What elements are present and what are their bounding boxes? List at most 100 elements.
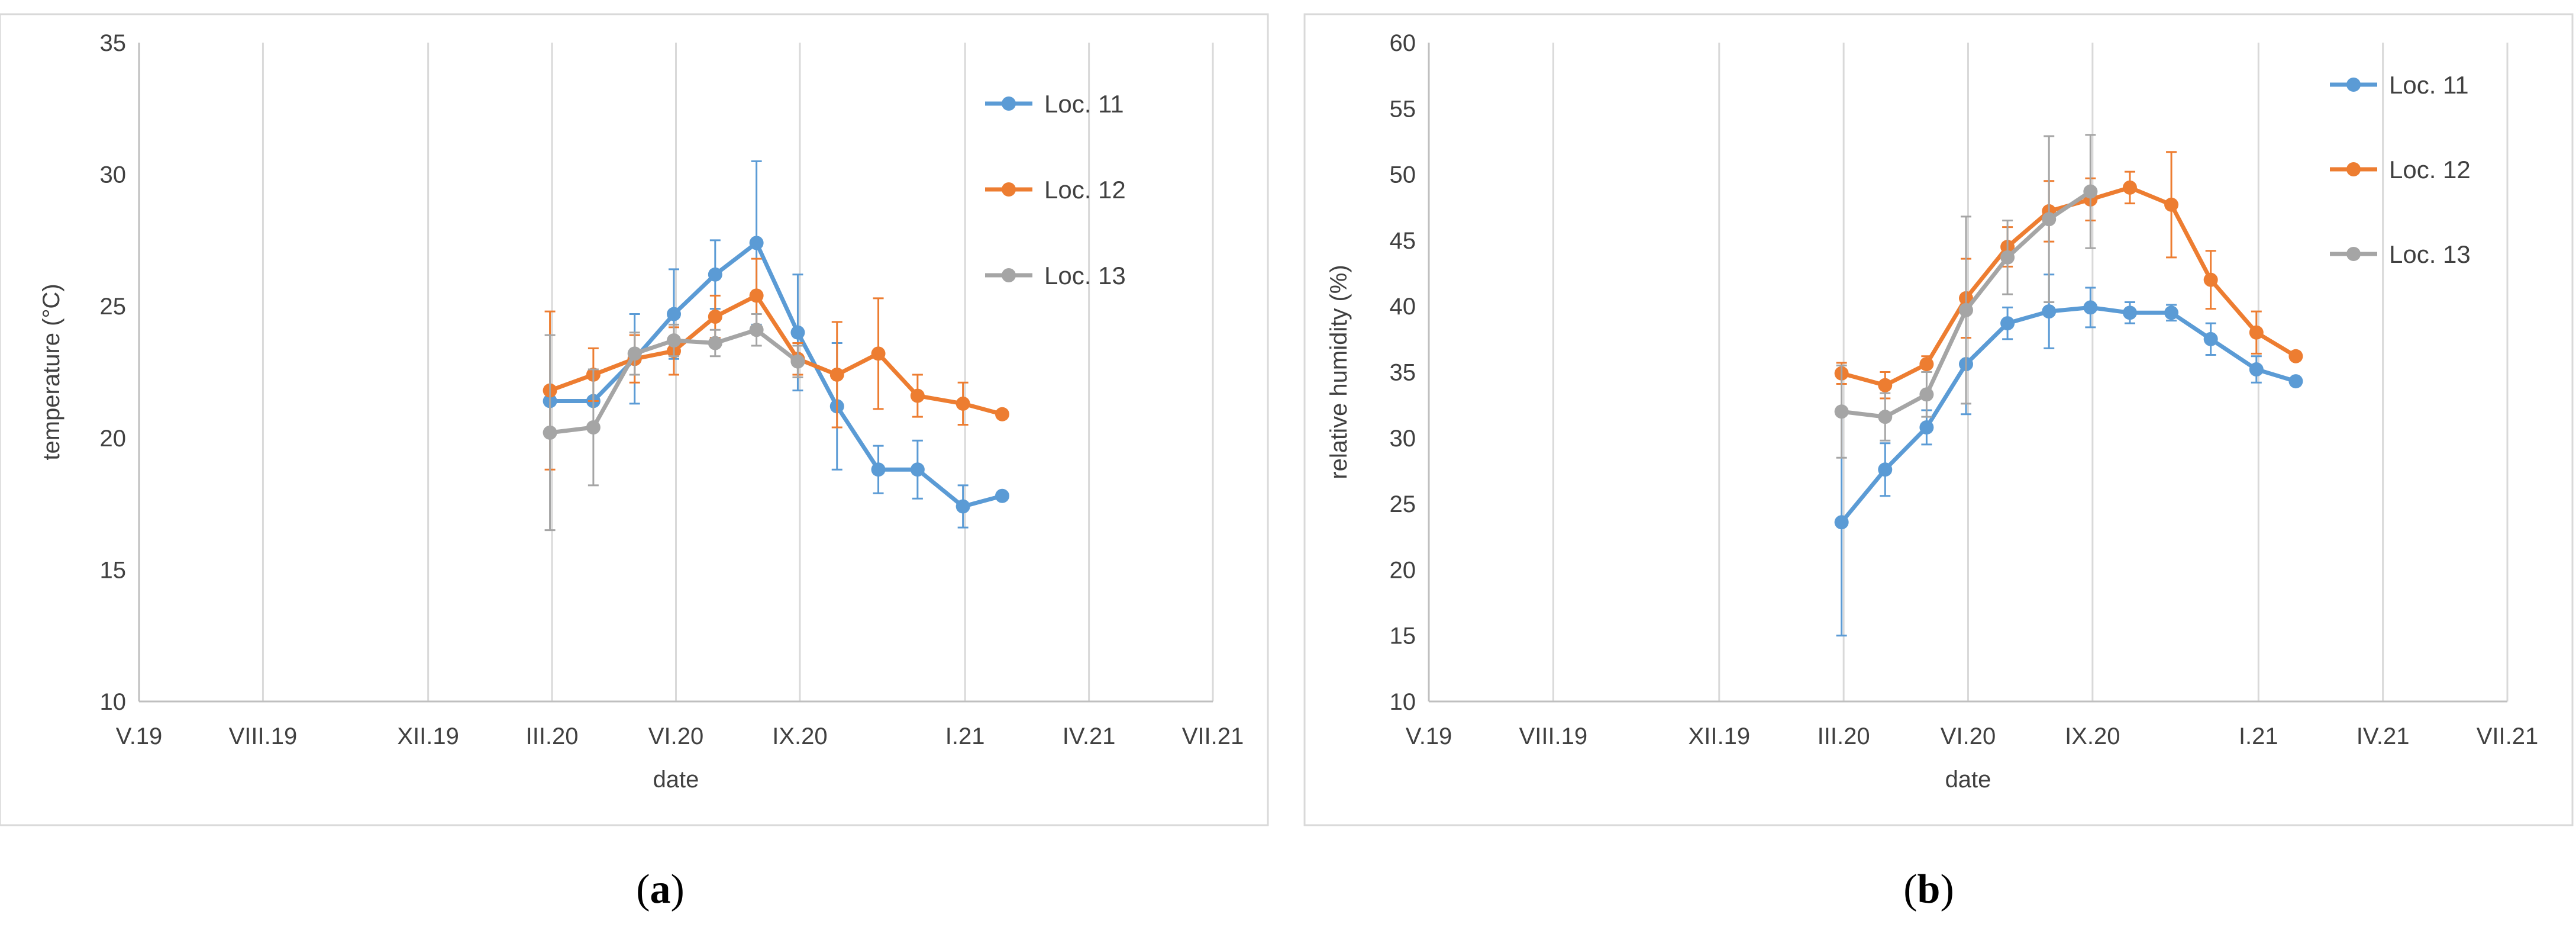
panel-b-x-tick-label: VII.21 (2477, 723, 2539, 749)
panel-b-legend-entry: Loc. 12 (2330, 156, 2471, 184)
data-point (2164, 197, 2179, 212)
legend-label: Loc. 13 (2389, 240, 2471, 268)
panel-a-x-tick-label: XII.19 (397, 723, 459, 749)
panel-b-y-tick-label: 50 (1390, 162, 1416, 188)
panel-b-frame (1303, 13, 2574, 826)
data-point (1919, 387, 1934, 402)
data-point (2288, 349, 2303, 363)
data-point (910, 462, 925, 477)
data-point (2083, 300, 2098, 315)
data-point (2000, 250, 2015, 265)
panel-a-temperature: V.19 VIII.19 XII.19 III.20 VI.20 IX.20 I.21 IV.… (0, 13, 1269, 912)
data-point (586, 420, 601, 434)
data-point (1834, 515, 1849, 530)
panel-b-x-tick-label: VI.20 (1941, 723, 1996, 749)
data-point (2249, 362, 2264, 377)
data-point (955, 396, 970, 411)
panel-b-caption: (b) (1903, 867, 1954, 912)
legend-label: Loc. 12 (2389, 156, 2471, 184)
legend-swatch-marker (1002, 268, 1016, 282)
panel-b-y-tick-label: 60 (1390, 30, 1416, 56)
data-point (2122, 180, 2137, 195)
panel-b-y-tick-label: 10 (1390, 689, 1416, 715)
data-point (2042, 212, 2057, 227)
data-point (667, 333, 682, 348)
panel-a-x-tick-label: VI.20 (648, 723, 703, 749)
panel-b-legend-entry: Loc. 11 (2330, 71, 2469, 99)
data-point (790, 354, 805, 369)
panel-a-x-axis-title: date (653, 767, 699, 793)
panel-b-y-tick-label: 20 (1390, 557, 1416, 583)
data-point (1878, 462, 1893, 477)
data-point (2249, 325, 2264, 340)
legend-swatch-marker (1002, 182, 1016, 197)
panel-a-y-axis-title: temperature (°C) (38, 284, 64, 460)
data-point (1919, 420, 1934, 434)
panel-a-series-3 (543, 313, 805, 532)
legend-label: Loc. 13 (1044, 262, 1126, 289)
panel-a-x-tick-label: VIII.19 (229, 723, 298, 749)
data-point (2203, 272, 2218, 287)
data-point (667, 307, 682, 321)
panel-b-x-tick-label: III.20 (1818, 723, 1870, 749)
data-point (910, 388, 925, 403)
data-point (871, 346, 886, 361)
panel-b-x-tick-label: IV.21 (2357, 723, 2410, 749)
legend-label: Loc. 11 (1044, 90, 1124, 118)
data-point (627, 346, 642, 361)
data-point (790, 325, 805, 340)
panel-b-y-tick-label: 40 (1390, 294, 1416, 320)
data-point (2042, 304, 2057, 319)
data-point (829, 367, 844, 382)
panel-a-y-tick-label: 10 (100, 689, 127, 715)
panel-a-x-tick-label: VII.21 (1182, 723, 1244, 749)
data-point (2122, 305, 2137, 320)
data-point (955, 499, 970, 514)
data-point (1834, 404, 1849, 419)
data-point (749, 236, 764, 250)
data-point (2288, 374, 2303, 389)
data-point (2164, 305, 2179, 320)
legend-label: Loc. 11 (2389, 71, 2469, 99)
panel-a-y-tick-label: 20 (100, 426, 127, 452)
panel-a-x-tick-label: IV.21 (1063, 723, 1116, 749)
data-point (871, 462, 886, 477)
series-line (1839, 305, 2297, 524)
panel-b-y-tick-label: 45 (1390, 228, 1416, 254)
panel-b-y-tick-label: 15 (1390, 623, 1416, 649)
panel-a-x-tick-label: I.21 (945, 723, 985, 749)
data-point (1878, 410, 1893, 424)
data-point (749, 323, 764, 337)
panel-a-y-tick-label: 35 (100, 30, 127, 56)
data-point (2083, 184, 2098, 199)
data-point (543, 425, 557, 440)
panel-b-legend-entry: Loc. 13 (2330, 240, 2471, 268)
panel-a-legend-entry: Loc. 13 (985, 262, 1126, 289)
data-point (749, 288, 764, 303)
panel-b-y-axis-title: relative humidity (%) (1326, 265, 1352, 479)
panel-b-y-tick-label: 25 (1390, 491, 1416, 517)
panel-b-x-tick-label: XII.19 (1689, 723, 1751, 749)
panel-a-y-tick-label: 15 (100, 557, 127, 583)
panel-b-x-tick-label: VIII.19 (1519, 723, 1588, 749)
data-point (708, 310, 722, 324)
series-line (549, 293, 1003, 417)
panel-a-legend-entry: Loc. 12 (985, 176, 1126, 204)
data-point (1958, 302, 1973, 317)
panel-a-caption: (a) (636, 867, 685, 912)
panel-b-y-tick-label: 35 (1390, 360, 1416, 386)
panel-a-y-tick-label: 25 (100, 294, 127, 320)
legend-swatch-marker (2346, 78, 2361, 92)
panel-b-x-tick-label: I.21 (2239, 723, 2278, 749)
panel-a-y-tick-label: 30 (100, 162, 127, 188)
data-point (995, 407, 1009, 421)
panel-b-y-tick-label: 55 (1390, 96, 1416, 122)
data-point (2000, 316, 2015, 331)
data-point (2203, 331, 2218, 346)
legend-swatch-marker (1002, 96, 1016, 111)
panel-b-relative-humidity: V.19 VIII.19 XII.19 III.20 VI.20 IX.20 I.21 IV.… (1303, 13, 2574, 912)
panel-a-frame (0, 13, 1269, 826)
panel-b-x-tick-label: IX.20 (2065, 723, 2120, 749)
panel-a-x-tick-label: V.19 (116, 723, 163, 749)
